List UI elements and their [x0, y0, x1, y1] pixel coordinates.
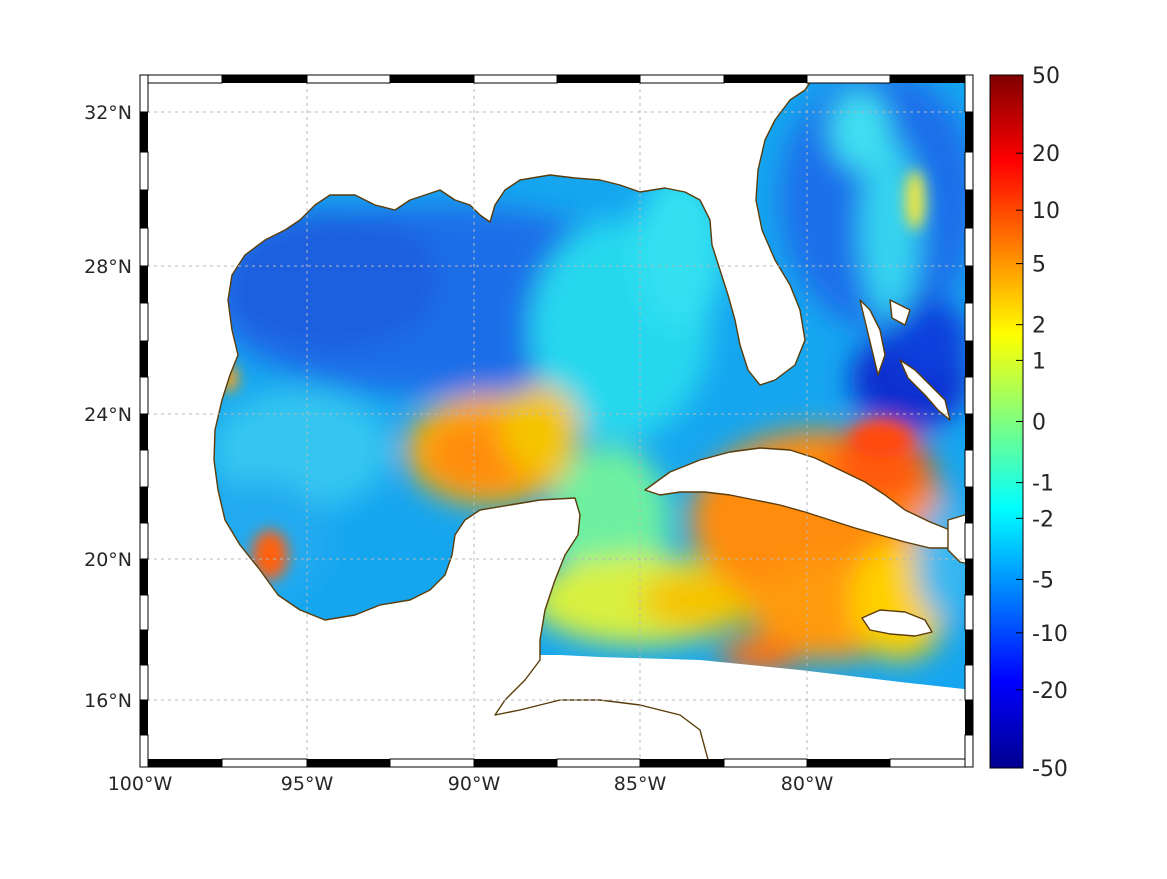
- colorbar-tick-label: -2: [1032, 507, 1054, 532]
- colorbar-tick-label: 10: [1032, 199, 1060, 224]
- colorbar-tick-label: 20: [1032, 142, 1060, 167]
- x-axis-labels: 100°W 95°W 90°W 85°W 80°W: [108, 773, 834, 795]
- colorbar-tick-label: 5: [1032, 253, 1046, 278]
- map-frame: [139, 74, 974, 768]
- x-tick-label: 100°W: [108, 773, 173, 795]
- y-axis-labels: 32°N 28°N 24°N 20°N 16°N: [84, 102, 132, 712]
- x-tick-label: 95°W: [281, 773, 334, 795]
- colorbar-tick-label: -1: [1032, 472, 1054, 497]
- colorbar-tick-label: 2: [1032, 314, 1046, 339]
- colorbar-tick-label: -10: [1032, 622, 1068, 647]
- colorbar-tick-label: -5: [1032, 568, 1054, 593]
- x-tick-label: 90°W: [448, 773, 501, 795]
- y-tick-label: 28°N: [84, 256, 132, 278]
- y-tick-label: 16°N: [84, 690, 132, 712]
- north-america-land: [140, 75, 816, 767]
- y-tick-label: 20°N: [84, 549, 132, 571]
- colorbar-tick-label: 1: [1032, 349, 1046, 374]
- colorbar-tick-label: -50: [1032, 757, 1068, 782]
- jamaica-land: [861, 609, 933, 637]
- land-layer: [140, 75, 973, 767]
- x-tick-label: 80°W: [781, 773, 834, 795]
- colorbar-tick-label: -20: [1032, 679, 1068, 704]
- colorbar-tick-label: 50: [1032, 64, 1060, 89]
- y-tick-label: 32°N: [84, 102, 132, 124]
- colorbar-tick-label: 0: [1032, 411, 1046, 436]
- bahamas-land: [859, 299, 951, 421]
- x-tick-label: 85°W: [614, 773, 667, 795]
- y-tick-label: 24°N: [84, 404, 132, 426]
- graticule: [140, 75, 973, 767]
